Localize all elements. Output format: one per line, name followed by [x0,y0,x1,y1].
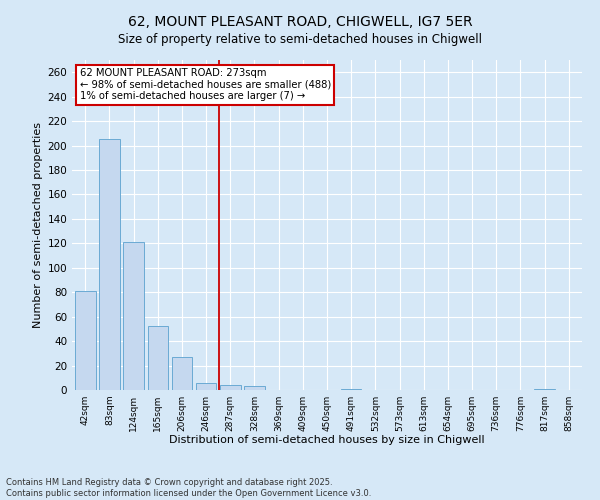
Bar [148,326,168,390]
Bar [341,389,361,390]
Text: Size of property relative to semi-detached houses in Chigwell: Size of property relative to semi-detach… [118,32,482,46]
X-axis label: Distribution of semi-detached houses by size in Chigwell: Distribution of semi-detached houses by … [169,436,485,446]
Bar [99,140,120,390]
Bar [124,242,144,390]
Bar [172,357,192,390]
Text: Contains HM Land Registry data © Crown copyright and database right 2025.
Contai: Contains HM Land Registry data © Crown c… [6,478,371,498]
Bar [534,389,555,390]
Bar [75,291,95,390]
Bar [220,385,241,390]
Bar [196,382,217,390]
Bar [244,386,265,390]
Text: 62 MOUNT PLEASANT ROAD: 273sqm
← 98% of semi-detached houses are smaller (488)
1: 62 MOUNT PLEASANT ROAD: 273sqm ← 98% of … [80,68,331,102]
Text: 62, MOUNT PLEASANT ROAD, CHIGWELL, IG7 5ER: 62, MOUNT PLEASANT ROAD, CHIGWELL, IG7 5… [128,15,472,29]
Y-axis label: Number of semi-detached properties: Number of semi-detached properties [33,122,43,328]
